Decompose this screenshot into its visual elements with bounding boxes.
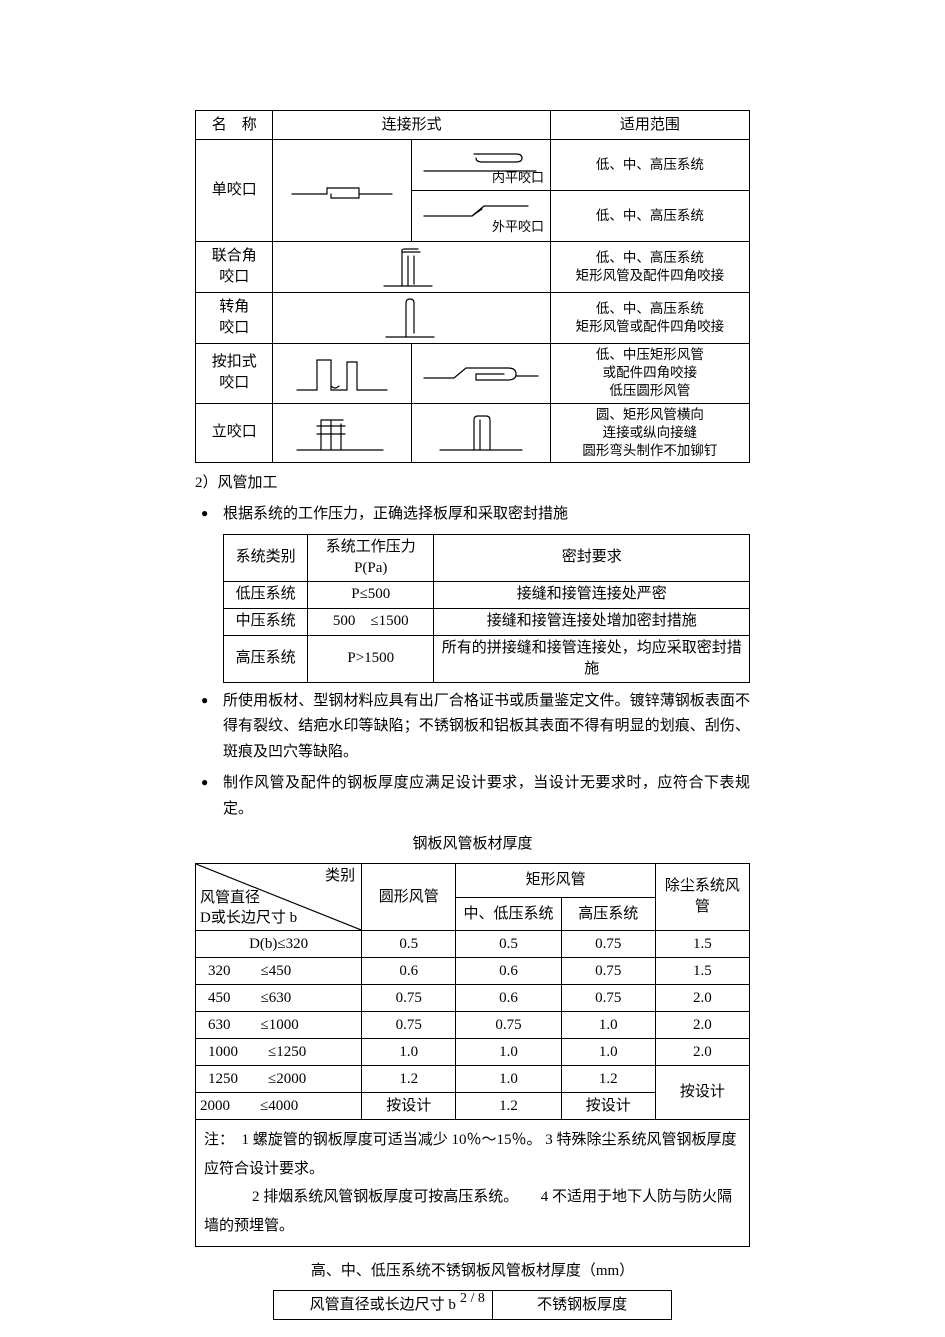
- t3-h-high: 高压系统: [561, 897, 655, 931]
- t2-r2-c2: P>1500: [308, 635, 434, 682]
- t2-r0-c1: 低压系统: [224, 581, 308, 608]
- t1-r0-name: 单咬口: [196, 140, 273, 242]
- seam-inner-diagram: 内平咬口: [411, 140, 550, 191]
- page-number: 2 / 8: [0, 1289, 945, 1309]
- t3-r1-range: 320 ≤450: [196, 958, 362, 985]
- seam-stand-r-diagram: [411, 403, 550, 463]
- t1-h-name: 名 称: [196, 111, 273, 140]
- t3-r4-range: 1000 ≤1250: [196, 1039, 362, 1066]
- t3-r5-ml: 1.0: [456, 1066, 561, 1093]
- t3-r3-range: 630 ≤1000: [196, 1012, 362, 1039]
- t1-r0-scope1: 低、中、高压系统: [550, 191, 749, 242]
- bullet-1: 根据系统的工作压力，正确选择板厚和采取密封措施: [195, 502, 750, 528]
- seam-corner-diagram: [273, 293, 550, 344]
- t3-r5-range: 1250 ≤2000: [196, 1066, 362, 1093]
- t1-r1-name: 联合角 咬口: [196, 242, 273, 293]
- section-2-heading: 2）风管加工: [195, 473, 750, 494]
- t3-r1-high: 0.75: [561, 958, 655, 985]
- t3-r0-ml: 0.5: [456, 931, 561, 958]
- t3-r1-circ: 0.6: [362, 958, 456, 985]
- t3-r3-dust: 2.0: [655, 1012, 749, 1039]
- t3-r0-range: D(b)≤320: [196, 931, 362, 958]
- t3-r2-ml: 0.6: [456, 985, 561, 1012]
- t2-r1-c3: 接缝和接管连接处增加密封措施: [434, 608, 750, 635]
- t1-r3-name: 按扣式 咬口: [196, 344, 273, 404]
- t1-r3-scope: 低、中压矩形风管 或配件四角咬接 低压圆形风管: [550, 344, 749, 404]
- t3-r6-circ: 按设计: [362, 1093, 456, 1120]
- t2-r0-c3: 接缝和接管连接处严密: [434, 581, 750, 608]
- t3-r5-high: 1.2: [561, 1066, 655, 1093]
- t3-r0-high: 0.75: [561, 931, 655, 958]
- t3-r4-circ: 1.0: [362, 1039, 456, 1066]
- t1-h-form: 连接形式: [273, 111, 550, 140]
- t3-r5-dust: 按设计: [655, 1066, 749, 1120]
- t3-r2-circ: 0.75: [362, 985, 456, 1012]
- t3-h-dust: 除尘系统风管: [655, 864, 749, 931]
- t3-r6-range: 2000 ≤4000: [196, 1093, 362, 1120]
- t3-r1-ml: 0.6: [456, 958, 561, 985]
- bullet-3: 制作风管及配件的钢板厚度应满足设计要求，当设计无要求时，应符合下表规定。: [195, 771, 750, 822]
- t3-r2-dust: 2.0: [655, 985, 749, 1012]
- steel-thickness-table: 类别 风管直径 D或长边尺寸 b 圆形风管 矩形风管 除尘系统风管 中、低压系统…: [195, 863, 750, 1247]
- t2-h1: 系统类别: [224, 534, 308, 581]
- t3-r4-dust: 2.0: [655, 1039, 749, 1066]
- table4-title: 高、中、低压系统不锈钢板风管板材厚度（mm）: [195, 1261, 750, 1282]
- seam-s-diagram: [273, 140, 411, 242]
- t3-diag-bot: 风管直径 D或长边尺寸 b: [200, 889, 297, 928]
- t3-fn-1a: 注： 1 螺旋管的钢板厚度可适当减少 10％～15％。: [204, 1132, 542, 1148]
- inner-label: 内平咬口: [492, 170, 544, 185]
- t3-r4-high: 1.0: [561, 1039, 655, 1066]
- t1-r0-scope0: 低、中、高压系统: [550, 140, 749, 191]
- seam-outer-diagram: 外平咬口: [411, 191, 550, 242]
- t3-h-rect: 矩形风管: [456, 864, 655, 898]
- bullet-2: 所使用板材、型钢材料应具有出厂合格证书或质量鉴定文件。镀锌薄钢板表面不得有裂纹、…: [195, 689, 750, 766]
- seam-stand-l-diagram: [273, 403, 411, 463]
- t1-r4-name: 立咬口: [196, 403, 273, 463]
- seam-snap-l-diagram: [273, 344, 411, 404]
- outer-label: 外平咬口: [492, 219, 544, 234]
- t3-r3-ml: 0.75: [456, 1012, 561, 1039]
- table3-title: 钢板风管板材厚度: [195, 834, 750, 855]
- seam-forms-table: 名 称 连接形式 适用范围 单咬口 内平咬口: [195, 110, 750, 463]
- seam-snap-r-diagram: [411, 344, 550, 404]
- t3-r4-ml: 1.0: [456, 1039, 561, 1066]
- t3-r3-circ: 0.75: [362, 1012, 456, 1039]
- t3-r6-ml: 1.2: [456, 1093, 561, 1120]
- t2-r2-c3: 所有的拼接缝和接管连接处，均应采取密封措施: [434, 635, 750, 682]
- sealing-requirements-table: 系统类别 系统工作压力P(Pa) 密封要求 低压系统 P≤500 接缝和接管连接…: [223, 534, 750, 683]
- t3-r3-high: 1.0: [561, 1012, 655, 1039]
- t3-h-circ: 圆形风管: [362, 864, 456, 931]
- t3-diag-top: 类别: [325, 866, 355, 887]
- t2-h2: 系统工作压力P(Pa): [308, 534, 434, 581]
- t3-fn-2a: 2 排烟系统风管钢板厚度可按高压系统。: [252, 1189, 518, 1205]
- t3-r5-circ: 1.2: [362, 1066, 456, 1093]
- t3-h-ml: 中、低压系统: [456, 897, 561, 931]
- t3-r0-circ: 0.5: [362, 931, 456, 958]
- t2-r1-c1: 中压系统: [224, 608, 308, 635]
- t1-r2-name: 转角 咬口: [196, 293, 273, 344]
- t3-r6-high: 按设计: [561, 1093, 655, 1120]
- t3-footnote: 注： 1 螺旋管的钢板厚度可适当减少 10％～15％。 3 特殊除尘系统风管钢板…: [196, 1120, 750, 1247]
- t2-r0-c2: P≤500: [308, 581, 434, 608]
- t3-r1-dust: 1.5: [655, 958, 749, 985]
- t1-r4-scope: 圆、矩形风管横向 连接或纵向接缝 圆形弯头制作不加铆钉: [550, 403, 749, 463]
- t3-diag-header: 类别 风管直径 D或长边尺寸 b: [196, 864, 362, 931]
- t3-r0-dust: 1.5: [655, 931, 749, 958]
- t2-r2-c1: 高压系统: [224, 635, 308, 682]
- t2-r1-c2: 500 ≤1500: [308, 608, 434, 635]
- t3-r2-high: 0.75: [561, 985, 655, 1012]
- t3-r2-range: 450 ≤630: [196, 985, 362, 1012]
- seam-union-diagram: [273, 242, 550, 293]
- t1-h-scope: 适用范围: [550, 111, 749, 140]
- t1-r1-scope: 低、中、高压系统 矩形风管及配件四角咬接: [550, 242, 749, 293]
- t1-r2-scope: 低、中、高压系统 矩形风管或配件四角咬接: [550, 293, 749, 344]
- t2-h3: 密封要求: [434, 534, 750, 581]
